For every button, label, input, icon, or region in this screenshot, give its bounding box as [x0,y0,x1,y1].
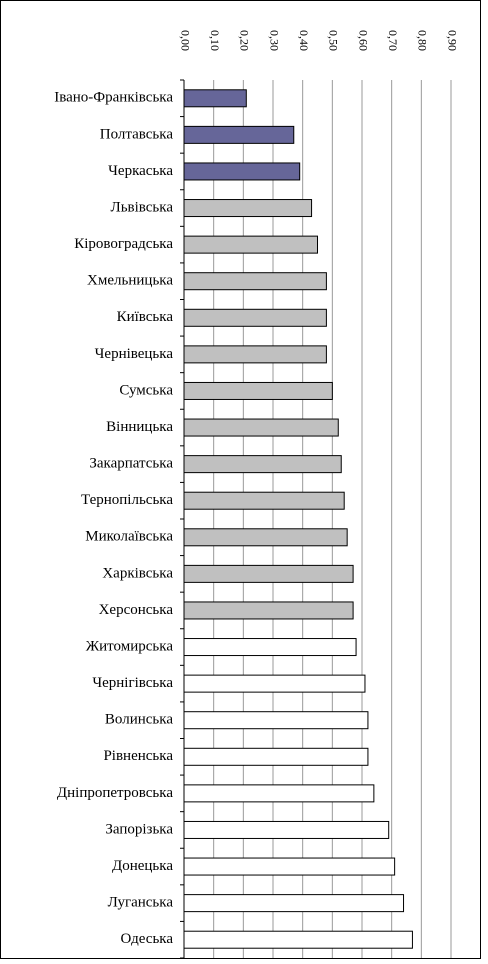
bar [183,638,357,657]
y-tick-label: Донецька [112,858,173,874]
y-tick-label: Сумська [119,382,173,398]
bar [183,381,333,400]
y-tick-label: Закарпатська [89,456,173,472]
y-tick-label: Львівська [111,199,174,215]
y-tick-label: Житомирська [86,638,174,654]
y-tick-label: Івано-Франківська [54,90,173,106]
bar [183,199,313,218]
bar [183,125,295,144]
x-tick-label: 0,20 [238,30,252,51]
y-tick-label: Херсонська [99,602,174,618]
y-tick-label: Одеська [120,931,173,947]
y-tick-label: Луганська [108,895,174,911]
bar [183,418,339,437]
bar [183,747,369,766]
bar [183,308,327,327]
bar [183,711,369,730]
x-tick-label: 0,50 [327,30,341,51]
y-tick-label: Миколаївська [85,529,173,545]
bar [183,674,366,693]
x-tick-label: 0,80 [416,30,430,51]
bar [183,272,327,291]
y-tick-label: Харківська [102,565,173,581]
y-tick-label: Запорізька [105,821,173,837]
bar [183,162,301,181]
y-tick-label: Хмельницька [87,273,173,289]
bar [183,894,405,913]
bar [183,784,375,803]
x-tick-label: 0,60 [356,30,370,51]
x-tick-label: 0,40 [297,30,311,51]
y-tick-label: Черкаська [108,163,173,179]
bar [183,857,396,876]
y-tick-label: Кіровоградська [74,236,173,252]
bar [183,235,318,254]
y-tick-label: Тернопільська [81,492,173,508]
y-tick-label: Рівненська [103,748,173,764]
y-tick-label: Волинська [105,712,173,728]
y-tick-label: Вінницька [106,419,173,435]
x-tick-label: 0,00 [178,30,192,51]
bar [183,491,345,510]
bar [183,930,413,949]
x-tick-label: 0,90 [445,30,459,51]
bar [183,345,327,364]
bar [183,455,342,474]
y-tick-label: Київська [117,309,174,325]
y-tick-label: Дніпропетровська [57,785,173,801]
y-tick-label: Чернігівська [92,675,173,691]
y-tick-label: Полтавська [100,126,174,142]
x-tick-label: 0,30 [267,30,281,51]
x-tick-label: 0,70 [386,30,400,51]
bar [183,820,390,839]
x-tick-label: 0,10 [208,30,222,51]
bar [183,601,354,620]
bar [183,528,348,547]
y-tick-label: Чернівецька [95,346,174,362]
bar [183,89,247,108]
bar [183,564,354,583]
